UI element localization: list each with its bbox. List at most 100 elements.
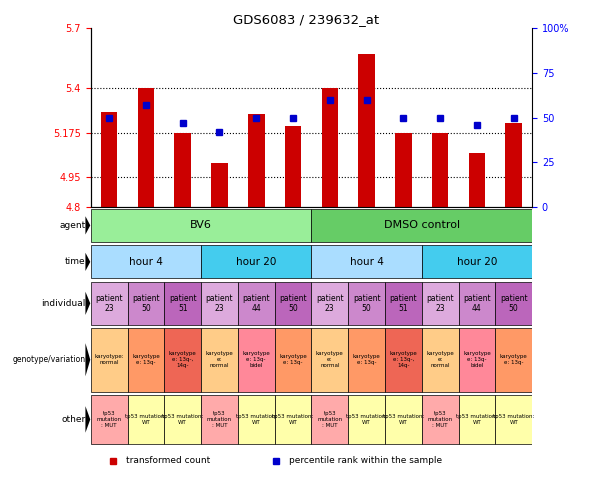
Bar <box>137 88 154 207</box>
Polygon shape <box>85 253 90 271</box>
Text: tp53
mutation
: MUT: tp53 mutation : MUT <box>318 411 342 428</box>
Bar <box>459 395 495 444</box>
Text: hour 20: hour 20 <box>457 257 497 267</box>
Bar <box>468 154 485 207</box>
Text: tp53 mutation:
WT: tp53 mutation: WT <box>272 414 314 425</box>
Text: tp53 mutation:
WT: tp53 mutation: WT <box>456 414 498 425</box>
Text: time: time <box>65 257 85 266</box>
Polygon shape <box>85 292 90 315</box>
Text: karyotype
e: 13q-: karyotype e: 13q- <box>279 355 307 365</box>
Text: GDS6083 / 239632_at: GDS6083 / 239632_at <box>234 14 379 27</box>
Bar <box>495 282 532 325</box>
Bar <box>128 328 164 392</box>
Text: karyotype
e: 13q-
bidel: karyotype e: 13q- bidel <box>463 352 491 368</box>
Bar <box>91 282 128 325</box>
Text: BV6: BV6 <box>190 220 212 230</box>
Bar <box>385 282 422 325</box>
Bar <box>275 282 311 325</box>
Polygon shape <box>85 343 90 376</box>
Bar <box>459 328 495 392</box>
Bar <box>422 245 532 278</box>
Text: individual: individual <box>41 299 85 308</box>
Text: tp53 mutation:
WT: tp53 mutation: WT <box>125 414 167 425</box>
Text: genotype/variation: genotype/variation <box>12 355 85 364</box>
Text: karyotype
e: 13q-: karyotype e: 13q- <box>132 355 160 365</box>
Text: tp53 mutation:
WT: tp53 mutation: WT <box>493 414 535 425</box>
Text: patient
44: patient 44 <box>242 294 270 313</box>
Bar <box>128 282 164 325</box>
Bar <box>91 245 201 278</box>
Bar <box>348 395 385 444</box>
Bar <box>311 282 348 325</box>
Bar <box>311 395 348 444</box>
Text: patient
51: patient 51 <box>169 294 197 313</box>
Text: karyotype
e: 13q-
bidel: karyotype e: 13q- bidel <box>242 352 270 368</box>
Bar <box>311 209 532 242</box>
Text: karyotype
e:
normal: karyotype e: normal <box>316 352 344 368</box>
Bar <box>385 328 422 392</box>
Bar <box>459 282 495 325</box>
Text: tp53 mutation:
WT: tp53 mutation: WT <box>235 414 277 425</box>
Bar <box>91 395 128 444</box>
Text: agent: agent <box>59 221 85 230</box>
Text: patient
51: patient 51 <box>389 294 417 313</box>
Bar <box>174 132 191 207</box>
Text: other: other <box>61 415 85 424</box>
Bar <box>284 126 302 207</box>
Bar <box>201 328 238 392</box>
Bar <box>505 123 522 207</box>
Bar <box>238 328 275 392</box>
Text: tp53 mutation:
WT: tp53 mutation: WT <box>162 414 204 425</box>
Text: karyotype
e: 13q-: karyotype e: 13q- <box>352 355 381 365</box>
Bar <box>91 209 311 242</box>
Bar <box>422 282 459 325</box>
Text: tp53
mutation
: MUT: tp53 mutation : MUT <box>428 411 452 428</box>
Bar <box>201 395 238 444</box>
Bar <box>164 395 201 444</box>
Text: tp53 mutation:
WT: tp53 mutation: WT <box>346 414 387 425</box>
Text: patient
50: patient 50 <box>500 294 528 313</box>
Bar <box>495 328 532 392</box>
Text: DMSO control: DMSO control <box>384 220 460 230</box>
Bar <box>101 112 118 207</box>
Text: karyotype
e: 13q-: karyotype e: 13q- <box>500 355 528 365</box>
Bar <box>311 328 348 392</box>
Text: karyotype
e: 13q-,
14q-: karyotype e: 13q-, 14q- <box>169 352 197 368</box>
Text: tp53 mutation:
WT: tp53 mutation: WT <box>383 414 424 425</box>
Text: tp53
mutation
: MUT: tp53 mutation : MUT <box>207 411 232 428</box>
Text: karyotype
e: 13q-,
14q-: karyotype e: 13q-, 14q- <box>389 352 417 368</box>
Text: patient
50: patient 50 <box>132 294 160 313</box>
Bar <box>238 395 275 444</box>
Text: patient
50: patient 50 <box>279 294 307 313</box>
Text: karyotype
e:
normal: karyotype e: normal <box>426 352 454 368</box>
Text: transformed count: transformed count <box>126 456 210 466</box>
Bar <box>238 282 275 325</box>
Text: hour 4: hour 4 <box>129 257 163 267</box>
Bar <box>385 395 422 444</box>
Bar <box>358 54 375 207</box>
Text: hour 20: hour 20 <box>236 257 276 267</box>
Polygon shape <box>85 216 90 235</box>
Bar <box>495 395 532 444</box>
Bar <box>91 328 128 392</box>
Text: patient
23: patient 23 <box>205 294 234 313</box>
Text: hour 4: hour 4 <box>349 257 384 267</box>
Text: patient
23: patient 23 <box>316 294 344 313</box>
Bar <box>201 282 238 325</box>
Bar <box>311 245 422 278</box>
Bar <box>321 88 338 207</box>
Bar <box>128 395 164 444</box>
Text: karyotype
e:
normal: karyotype e: normal <box>205 352 234 368</box>
Bar <box>422 395 459 444</box>
Bar <box>422 328 459 392</box>
Text: patient
50: patient 50 <box>352 294 381 313</box>
Bar <box>275 328 311 392</box>
Bar <box>201 245 311 278</box>
Text: tp53
mutation
: MUT: tp53 mutation : MUT <box>97 411 121 428</box>
Text: patient
44: patient 44 <box>463 294 491 313</box>
Bar <box>164 282 201 325</box>
Polygon shape <box>85 406 90 433</box>
Bar <box>248 114 264 207</box>
Bar <box>275 395 311 444</box>
Bar <box>348 328 385 392</box>
